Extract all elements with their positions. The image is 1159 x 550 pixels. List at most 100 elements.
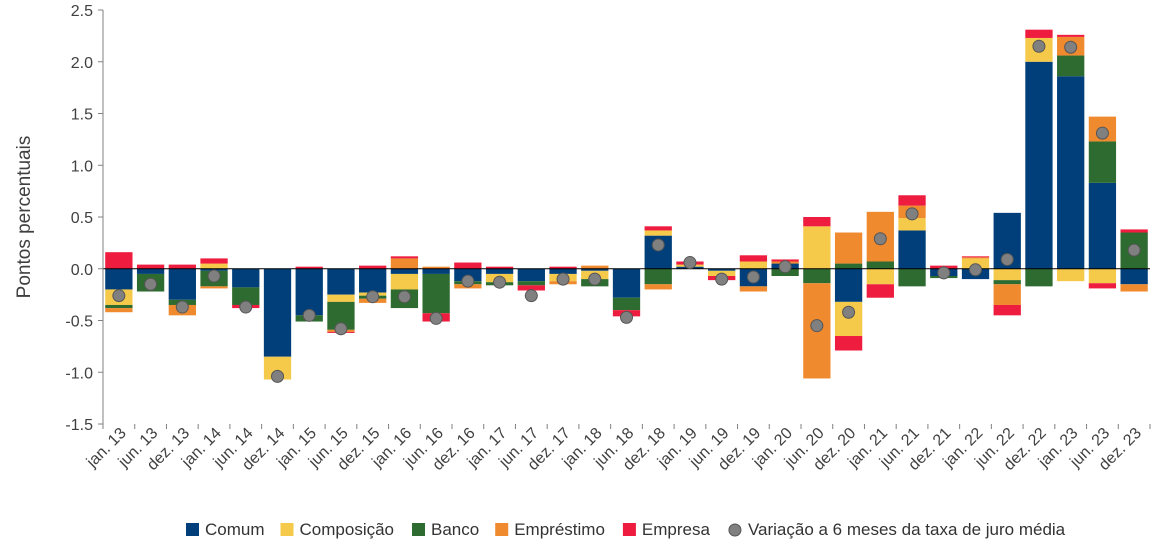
dot-marker	[683, 256, 697, 270]
bar-segment-composição	[898, 218, 926, 231]
bar-segment-comum	[612, 268, 641, 298]
dot-marker	[810, 319, 824, 333]
legend-label: Composição	[300, 520, 395, 539]
bar-segment-empréstimo	[961, 257, 990, 259]
dot-marker	[429, 311, 443, 325]
bar-segment-empresa	[898, 195, 926, 206]
bar-segment-comum	[1088, 182, 1117, 269]
bar-segment-composição	[993, 268, 1021, 281]
bar-segment-banco	[232, 287, 260, 305]
bar-segment-empréstimo	[581, 265, 609, 269]
dot-marker	[334, 322, 348, 336]
bar-segment-empresa	[803, 217, 831, 227]
bar-segment-composição	[1088, 268, 1117, 284]
dot-marker	[1000, 252, 1014, 266]
bar-segment-comum	[295, 268, 323, 316]
legend-swatch-empréstimo	[495, 523, 509, 536]
bar-segment-empresa	[485, 266, 514, 269]
dot-marker	[397, 290, 411, 304]
y-tick-label: 1.0	[71, 158, 93, 175]
legend-swatch-comum	[186, 523, 199, 536]
dot-marker	[461, 274, 475, 288]
y-tick-label: -0.5	[65, 314, 93, 331]
dot-marker	[1095, 126, 1109, 140]
bar-segment-empréstimo	[739, 286, 768, 292]
bar-segment-comum	[327, 268, 355, 295]
bar-segment-comum	[263, 268, 292, 357]
bar-segment-empréstimo	[1120, 284, 1148, 292]
dot-marker	[905, 207, 919, 221]
bar-segment-empréstimo	[390, 258, 419, 269]
bar-segment-comum	[898, 230, 926, 269]
y-tick-label: -1.5	[65, 417, 93, 434]
bar-segment-banco	[612, 297, 641, 311]
bar-segment-banco	[993, 280, 1021, 285]
bar-segment-empresa	[517, 285, 545, 291]
bar-segment-banco	[105, 304, 133, 309]
y-tick-label: 2.0	[71, 55, 93, 72]
y-tick-label: 0.0	[71, 262, 93, 279]
bar-segment-comum	[105, 268, 133, 290]
dot-marker	[620, 310, 633, 324]
legend-label: Banco	[431, 520, 479, 539]
bar-segment-comum	[390, 268, 419, 274]
dot-marker	[175, 300, 189, 314]
bar-segment-empresa	[454, 262, 482, 269]
bar-segment-empréstimo	[200, 286, 228, 289]
y-tick-label: 0.5	[71, 210, 93, 227]
bar-segment-empresa	[200, 258, 228, 264]
bar-segment-empréstimo	[834, 232, 863, 264]
dot-marker	[144, 277, 158, 291]
y-tick-label: -1.0	[65, 365, 93, 382]
bar-segment-banco	[866, 261, 894, 269]
bar-segment-empresa	[866, 284, 894, 298]
legend-swatch-composição	[280, 523, 294, 536]
dot-marker	[746, 270, 760, 284]
bar-segment-empresa	[961, 256, 990, 258]
legend: Comum Composição Banco Empréstimo Empresa Var…	[186, 520, 1066, 539]
bar-segment-empréstimo	[105, 308, 133, 313]
bar-segment-banco	[517, 281, 545, 286]
bar-segment-composição	[803, 226, 831, 269]
bar-segment-comum	[232, 268, 260, 288]
dot-marker	[715, 272, 729, 286]
dot-marker	[873, 232, 887, 246]
bar-segment-comum	[517, 268, 545, 282]
bar-segment-comum	[136, 268, 165, 274]
dot-marker	[302, 308, 316, 322]
legend-dot-swatch	[728, 523, 742, 537]
legend-label: Empréstimo	[514, 520, 605, 539]
bar-segment-empréstimo	[993, 284, 1021, 305]
bar-segment-comum	[359, 268, 387, 293]
bar-segment-empresa	[739, 255, 768, 262]
bar-segment-composição	[200, 263, 228, 269]
y-tick-label: 2.5	[71, 3, 93, 20]
bar-segment-comum	[485, 268, 514, 274]
bar-segment-banco	[834, 263, 863, 269]
dot-marker	[937, 266, 951, 280]
legend-swatch-empresa	[622, 523, 636, 536]
bar-segment-banco	[803, 268, 831, 284]
bar-segment-composição	[644, 230, 672, 236]
bar-segment-comum	[581, 268, 609, 271]
bar-segment-empresa	[136, 264, 165, 269]
bar-segment-composição	[739, 261, 768, 269]
bar-segment-composição	[327, 294, 355, 302]
legend-label: Variação a 6 meses da taxa de juro média	[748, 520, 1066, 539]
bars-layer	[105, 29, 1148, 380]
bar-segment-empresa	[1057, 34, 1085, 37]
bar-segment-empresa	[1025, 29, 1053, 38]
dot-marker	[778, 260, 792, 274]
bar-segment-empresa	[168, 264, 196, 269]
dot-marker	[271, 369, 284, 383]
bar-segment-comum	[1057, 76, 1085, 269]
dot-marker	[366, 290, 380, 304]
bar-segment-comum	[1025, 61, 1053, 269]
bar-segment-banco	[1088, 141, 1117, 183]
bar-segment-empresa	[1120, 229, 1148, 233]
bar-segment-empréstimo	[422, 266, 450, 269]
bar-segment-comum	[834, 268, 863, 302]
dots-layer	[112, 39, 1141, 383]
